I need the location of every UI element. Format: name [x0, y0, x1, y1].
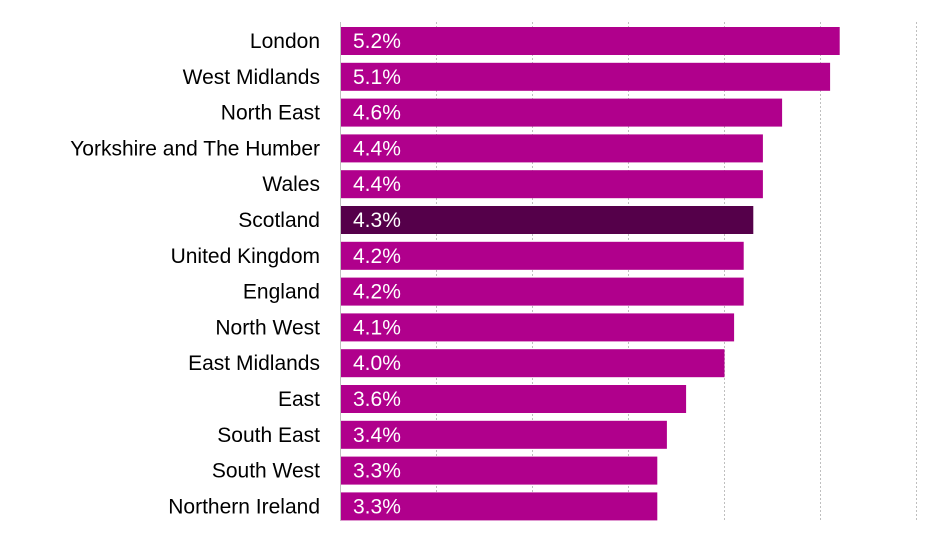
bar-north-east	[341, 98, 783, 127]
data-label: 3.6%	[353, 388, 401, 411]
bar-east-midlands	[341, 349, 725, 378]
category-label: Northern Ireland	[168, 495, 320, 518]
data-label: 4.0%	[353, 352, 401, 375]
bars	[341, 27, 840, 521]
category-label: Yorkshire and The Humber	[70, 137, 320, 160]
data-label: 4.2%	[353, 281, 401, 304]
category-label: England	[243, 281, 320, 304]
data-label: 5.2%	[353, 30, 401, 53]
category-label: South East	[217, 424, 320, 447]
category-label: United Kingdom	[171, 245, 320, 268]
bar-west-midlands	[341, 62, 831, 91]
labels: London 5.2% West Midlands 5.1% North East 4.6…	[70, 30, 401, 518]
data-label: 4.3%	[353, 209, 401, 232]
category-label: North East	[221, 102, 320, 125]
category-label: East Midlands	[188, 352, 320, 375]
bar-north-west	[341, 313, 735, 342]
data-label: 3.3%	[353, 495, 401, 518]
category-label: East	[278, 388, 320, 411]
category-label: North West	[215, 316, 320, 339]
bar-scotland	[341, 206, 754, 234]
category-label: South West	[212, 460, 320, 483]
data-label: 4.4%	[353, 173, 401, 196]
data-label: 4.6%	[353, 102, 401, 125]
bar-south-west	[341, 456, 658, 485]
gridlines	[340, 22, 917, 521]
data-label: 4.1%	[353, 316, 401, 339]
bar-wales	[341, 170, 763, 199]
data-label: 5.1%	[353, 66, 401, 89]
bar-london	[341, 27, 840, 55]
data-label: 3.4%	[353, 424, 401, 447]
category-label: Wales	[262, 173, 320, 196]
data-label: 3.3%	[353, 460, 401, 483]
bar-england	[341, 277, 744, 306]
data-label: 4.2%	[353, 245, 401, 268]
bar-united-kingdom	[341, 241, 744, 270]
bar-yorkshire-and-the-humber	[341, 134, 763, 163]
category-label: Scotland	[238, 209, 320, 232]
bar-east	[341, 385, 687, 413]
data-label: 4.4%	[353, 137, 401, 160]
category-label: London	[250, 30, 320, 53]
category-label: West Midlands	[183, 66, 320, 89]
bar-northern-ireland	[341, 492, 658, 521]
bar-south-east	[341, 420, 667, 449]
